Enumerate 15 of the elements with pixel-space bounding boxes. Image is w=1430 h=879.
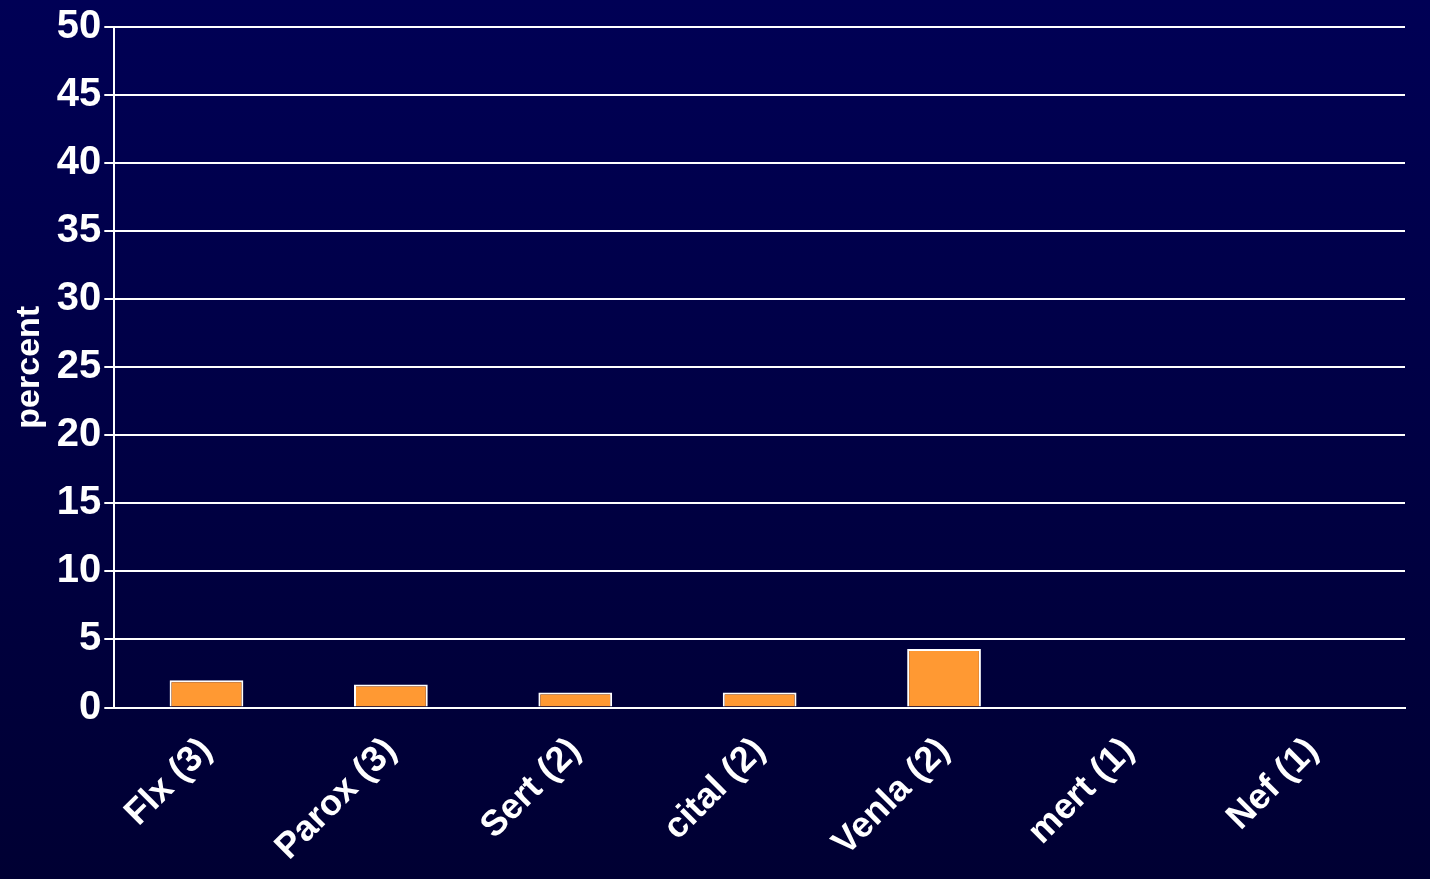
y-tick-label: 30 (56, 274, 102, 319)
x-tick-label: Flx (3) (115, 728, 220, 833)
y-tick-label: 20 (56, 410, 102, 455)
y-tick-label: 0 (79, 682, 102, 727)
x-tick-label: Nef (1) (1217, 728, 1326, 837)
y-tick-label: 40 (56, 138, 102, 183)
y-tick-label: 35 (56, 206, 102, 251)
y-axis-title: percent (7, 305, 46, 429)
y-tick-label: 5 (79, 614, 102, 659)
y-tick-label: 50 (56, 2, 102, 47)
x-tick-label: Sert (2) (471, 728, 588, 846)
y-tick-label: 45 (56, 70, 102, 115)
y-tick-label: 25 (56, 342, 102, 387)
y-tick-label: 10 (56, 546, 102, 591)
y-tick-label: 15 (56, 478, 102, 523)
